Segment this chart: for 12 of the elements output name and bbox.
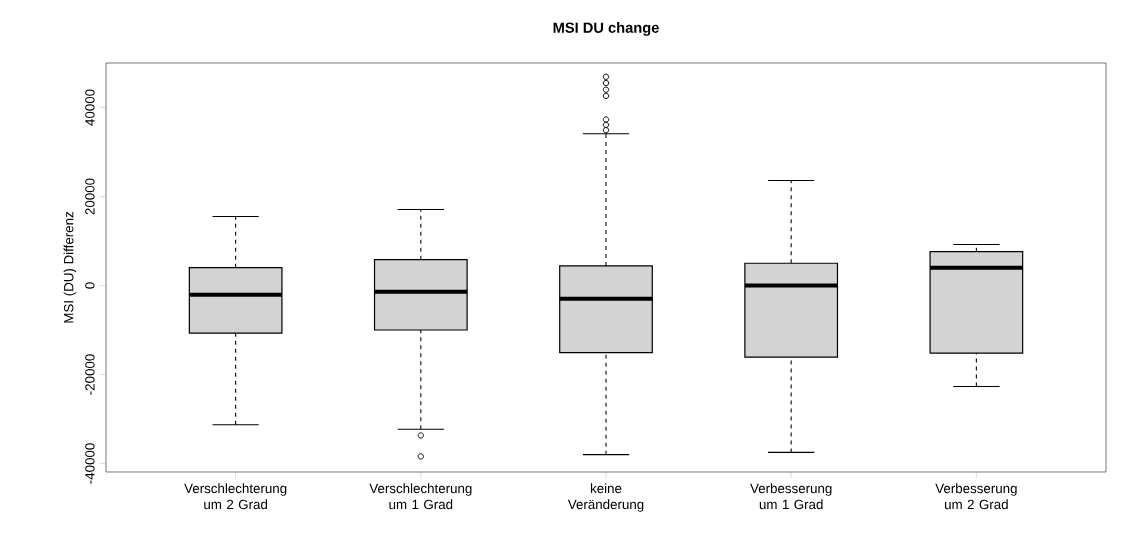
y-axis-title: MSI (DU) Differenz xyxy=(63,211,77,323)
x-tick-label: Verschlechterung um 1 Grad xyxy=(369,483,472,510)
y-tick-label: 40000 xyxy=(85,89,95,126)
x-tick-label: Verbesserung um 1 Grad xyxy=(750,483,832,510)
y-tick-label: -20000 xyxy=(85,354,95,395)
x-tick-label: Verbesserung um 2 Grad xyxy=(935,483,1017,510)
x-tick-label: Verschlechterung um 2 Grad xyxy=(184,483,287,510)
y-tick-label: 20000 xyxy=(85,178,95,215)
y-tick-label: -40000 xyxy=(85,443,95,484)
y-tick-label: 0 xyxy=(85,282,95,289)
chart-title: MSI DU change xyxy=(553,22,659,36)
x-tick-label: keine Veränderung xyxy=(567,483,644,512)
